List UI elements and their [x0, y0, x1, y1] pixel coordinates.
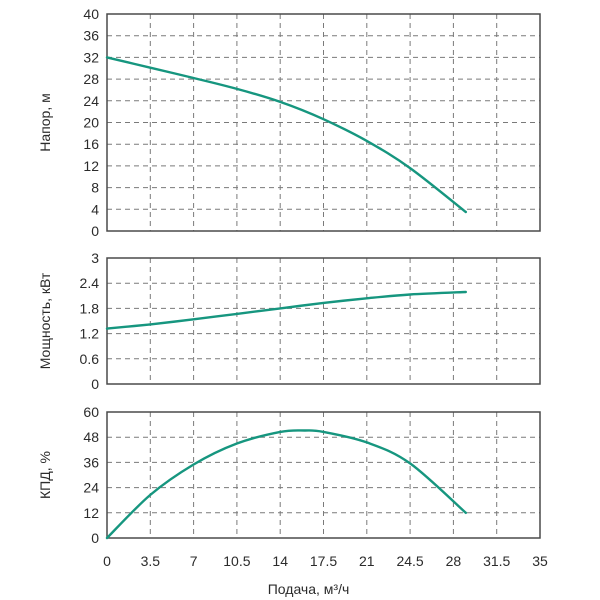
x-tick-label: 3.5 — [141, 553, 161, 569]
x-tick-label: 7 — [190, 553, 198, 569]
plot-frame — [106, 13, 541, 232]
y-tick-label: 24 — [83, 480, 99, 496]
x-tick-label: 24.5 — [396, 553, 423, 569]
x-tick-label: 21 — [359, 553, 375, 569]
y-tick-label: 0 — [91, 530, 99, 546]
y-tick-label: 0 — [91, 223, 99, 239]
y-tick-label: 2.4 — [80, 275, 100, 291]
x-axis-title: Подача, м³/ч — [268, 581, 350, 597]
y-tick-label: 0 — [91, 376, 99, 392]
curve-power — [105, 290, 467, 330]
y-tick-label: 12 — [83, 158, 99, 174]
y-tick-label: 16 — [83, 136, 99, 152]
x-tick-label: 31.5 — [483, 553, 510, 569]
x-tick-label: 35 — [532, 553, 548, 569]
curve-head — [105, 56, 467, 214]
y-tick-label: 36 — [83, 28, 99, 44]
y-axis-title: Напор, м — [37, 93, 53, 151]
y-axis-title: КПД, % — [37, 451, 53, 499]
x-tick-label: 0 — [103, 553, 111, 569]
y-tick-label: 48 — [83, 429, 99, 445]
chart-panel-power: 0 0.6 1.2 1.8 2.4 3 Мощность, кВт — [37, 250, 541, 392]
plot-frame — [106, 257, 541, 385]
y-tick-label: 12 — [83, 505, 99, 521]
y-tick-label: 20 — [83, 115, 99, 131]
y-tick-label: 60 — [83, 404, 99, 420]
y-tick-label: 1.8 — [80, 300, 100, 316]
y-tick-label: 3 — [91, 250, 99, 266]
y-tick-label: 4 — [91, 201, 99, 217]
plot-frame — [106, 411, 541, 539]
x-tick-label: 10.5 — [223, 553, 250, 569]
y-tick-label: 32 — [83, 49, 99, 65]
y-tick-label: 8 — [91, 180, 99, 196]
y-axis-title: Мощность, кВт — [37, 272, 53, 369]
x-tick-label: 28 — [446, 553, 462, 569]
x-tick-label: 17.5 — [310, 553, 337, 569]
y-tick-label: 36 — [83, 454, 99, 470]
curve-efficiency — [105, 429, 467, 540]
y-tick-label: 1.2 — [80, 326, 100, 342]
y-tick-label: 40 — [83, 6, 99, 22]
y-tick-label: 0.6 — [80, 351, 100, 367]
y-tick-label: 24 — [83, 93, 99, 109]
x-tick-label: 14 — [272, 553, 288, 569]
y-tick-label: 28 — [83, 71, 99, 87]
chart-panel-head: 0 4 8 12 16 20 24 28 32 36 40 Напор, м — [37, 6, 541, 239]
chart-panel-efficiency: 0 12 24 36 48 60 0 3.5 7 10.5 14 17.5 21 24.5 28 31.5 35… — [37, 404, 548, 597]
